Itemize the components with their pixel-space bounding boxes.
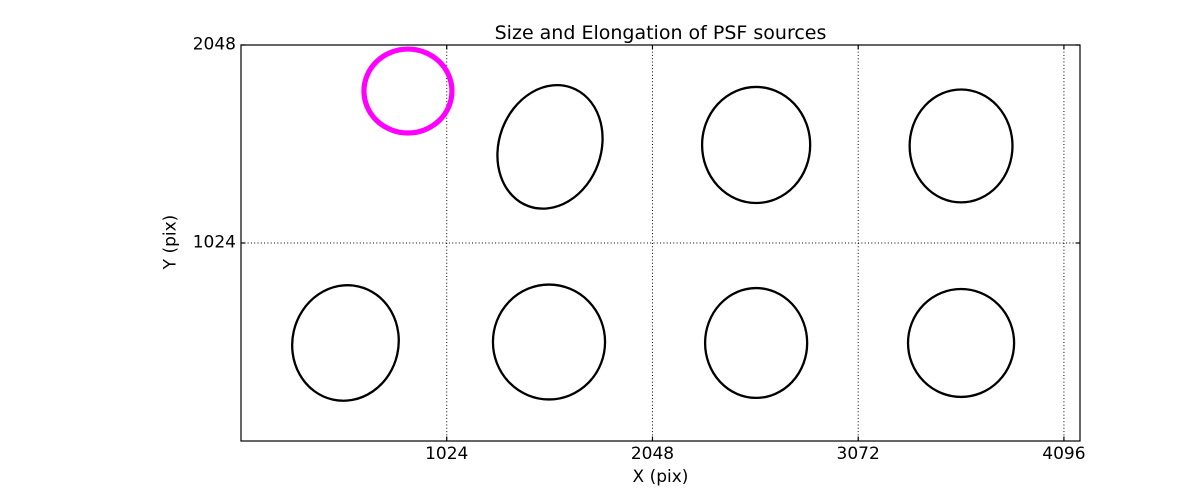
highlighted-psf-ellipse (361, 46, 455, 136)
psf-ellipse (491, 283, 607, 401)
x-tick-label: 3072 (836, 444, 880, 464)
psf-ellipse (906, 287, 1016, 399)
psf-ellipse (908, 88, 1014, 204)
x-tick-label: 2048 (630, 444, 675, 464)
x-tick-label: 1024 (425, 444, 469, 464)
y-tick-label: 1024 (192, 232, 236, 253)
psf-ellipse (703, 286, 809, 400)
x-axis-label: X (pix) (632, 467, 689, 487)
chart-title: Size and Elongation of PSF sources (494, 22, 827, 44)
psf-ellipse (291, 284, 400, 402)
psf-ellipse (700, 85, 812, 205)
x-tick-label: 4096 (1042, 444, 1086, 464)
psf-ellipse (496, 83, 604, 210)
y-tick-label: 2048 (192, 34, 236, 55)
